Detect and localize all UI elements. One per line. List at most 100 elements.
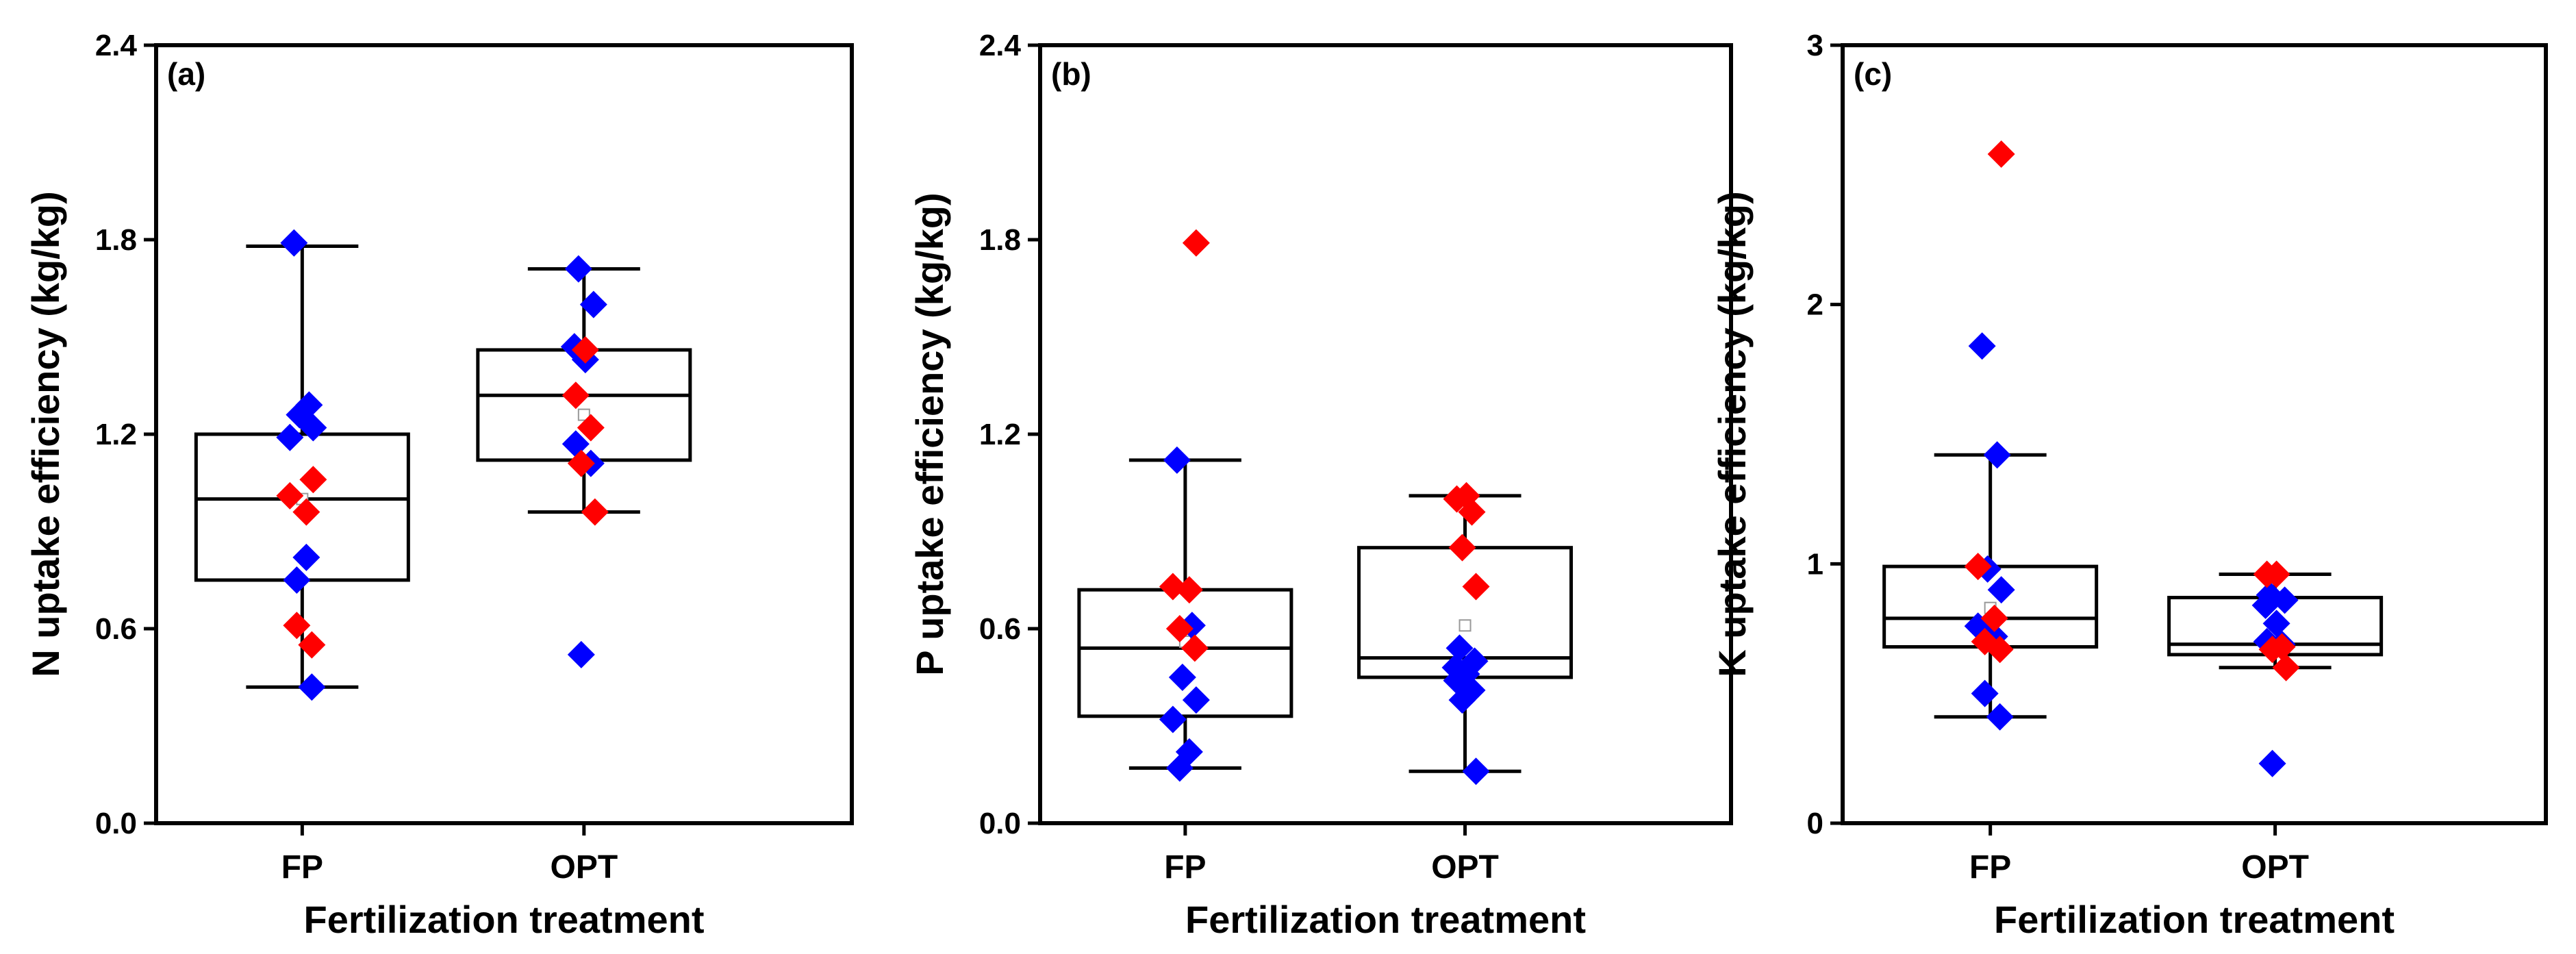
points-fp-blue <box>1159 446 1210 782</box>
y-tick-label: 3 <box>1807 29 1823 62</box>
y-tick-label: 1.2 <box>979 418 1021 451</box>
plot-frame <box>1841 43 2548 825</box>
x-axis-title: Fertilization treatment <box>304 898 705 941</box>
panel-label: (c) <box>1854 56 1892 92</box>
data-point <box>1165 754 1194 782</box>
data-point <box>298 631 326 659</box>
data-point <box>1182 686 1210 714</box>
panel-a: 0.0 0.6 1.2 1.8 2.4 FP OPT (a) Fertilization tre… <box>24 29 854 941</box>
data-point <box>561 430 590 458</box>
points-fp-red <box>276 466 327 659</box>
y-tick-label: 1.2 <box>95 418 137 451</box>
data-point <box>298 673 326 701</box>
data-point <box>292 498 320 526</box>
panel-label: (b) <box>1051 56 1091 92</box>
data-point <box>1182 229 1210 257</box>
box-mean-marker <box>1459 619 1472 632</box>
data-point <box>2271 586 2299 614</box>
panel-c: 0 1 2 3 FP OPT (c) Fertilization treatment K upt… <box>1710 29 2548 941</box>
data-point <box>561 381 590 410</box>
points-opt-red <box>561 336 609 526</box>
x-category-label: FP <box>281 849 323 886</box>
data-point <box>1971 679 1999 707</box>
data-point <box>1462 573 1490 601</box>
y-tick-label: 0.6 <box>95 612 137 646</box>
data-point <box>1980 604 2008 632</box>
y-tick-label: 2.4 <box>979 29 1022 62</box>
points-opt-blue <box>1441 634 1490 786</box>
box-fp <box>1077 458 1293 770</box>
points-fp-red <box>1964 140 2015 664</box>
data-point <box>2272 653 2300 681</box>
data-point <box>276 481 304 510</box>
data-point <box>1986 636 2014 664</box>
x-category-label: OPT <box>551 849 618 886</box>
points-fp-blue <box>276 229 327 701</box>
data-point <box>1964 553 1992 581</box>
data-point <box>1987 140 2015 168</box>
data-point <box>299 466 327 494</box>
data-point <box>283 566 311 594</box>
data-point <box>571 336 599 364</box>
plot-frame <box>1038 43 1733 825</box>
box-iqr <box>1077 588 1293 718</box>
data-point <box>579 290 607 318</box>
x-category-label: FP <box>1969 849 2011 886</box>
data-point <box>2262 610 2290 638</box>
y-tick-label: 1 <box>1807 547 1823 581</box>
points-opt-red <box>1443 481 1490 601</box>
data-point <box>299 414 327 442</box>
y-axis-title: P uptake efficiency (kg/kg) <box>908 192 951 675</box>
data-point <box>276 423 304 451</box>
data-point <box>2258 636 2286 664</box>
data-point <box>292 543 320 571</box>
data-point <box>280 229 308 257</box>
data-point <box>1163 446 1191 474</box>
y-axis-title: K uptake efficiency (kg/kg) <box>1710 191 1754 677</box>
panel-b: 0.0 0.6 1.2 1.8 2.4 FP OPT (b) Fertilization tre… <box>908 29 1733 941</box>
x-category-label: OPT <box>1431 849 1499 886</box>
x-axis-title: Fertilization treatment <box>1185 898 1586 941</box>
y-tick-label: 1.8 <box>979 223 1021 257</box>
data-point <box>1983 441 2011 469</box>
y-tick-label: 1.8 <box>95 223 137 257</box>
data-point <box>564 255 592 283</box>
data-point <box>1448 686 1476 714</box>
data-point <box>2251 591 2280 619</box>
box-mean-marker <box>577 408 590 421</box>
points-fp-blue <box>1964 332 2015 731</box>
data-point <box>1968 332 1996 360</box>
data-point <box>283 612 311 640</box>
data-point <box>1462 757 1490 786</box>
y-tick-label: 0.0 <box>979 807 1021 840</box>
data-point <box>1443 485 1471 513</box>
data-point <box>1175 576 1203 604</box>
box-fp <box>1882 453 2099 719</box>
x-axis-title: Fertilization treatment <box>1994 898 2395 941</box>
data-point <box>567 449 595 477</box>
points-opt-red <box>2253 560 2300 681</box>
data-point <box>1458 498 1486 526</box>
data-point <box>1445 634 1474 662</box>
data-point <box>1165 615 1194 642</box>
data-point <box>2253 560 2281 588</box>
data-point <box>1986 703 2014 731</box>
y-tick-label: 0 <box>1807 807 1823 840</box>
data-point <box>2258 749 2286 777</box>
data-point <box>567 640 595 668</box>
y-tick-label: 2.4 <box>95 29 138 62</box>
data-point <box>1159 705 1187 733</box>
x-category-label: FP <box>1164 849 1206 886</box>
data-point <box>577 414 605 442</box>
data-point <box>581 498 609 526</box>
y-tick-label: 0.0 <box>95 807 137 840</box>
y-tick-label: 0.6 <box>979 612 1021 646</box>
x-category-label: OPT <box>2241 849 2309 886</box>
data-point <box>1448 534 1476 562</box>
data-point <box>1180 634 1209 662</box>
data-point <box>1987 576 2015 604</box>
points-opt-blue <box>2251 581 2299 777</box>
y-axis-title: N uptake efficiency (kg/kg) <box>24 191 67 677</box>
